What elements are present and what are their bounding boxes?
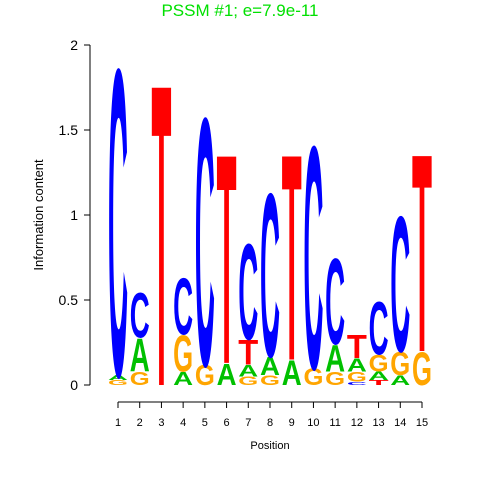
x-tick-label: 4 (180, 417, 186, 429)
letter: G (238, 374, 258, 387)
y-tick-label: 0.5 (59, 292, 79, 308)
letter: G (130, 369, 150, 390)
letter: T (151, 0, 171, 477)
letter: A (260, 351, 280, 380)
letter: C (195, 45, 215, 441)
x-tick-label: 3 (158, 417, 164, 429)
x-tick-label: 9 (289, 417, 295, 429)
x-tick-label: 12 (351, 417, 363, 429)
letter: G (173, 326, 193, 383)
x-tick-label: 6 (224, 417, 230, 429)
letter: A (217, 358, 237, 392)
letter: C (390, 178, 410, 393)
x-tick-label: 5 (202, 417, 208, 429)
letter: C (130, 280, 150, 352)
y-tick-label: 0 (70, 377, 78, 393)
letter: T (412, 95, 432, 411)
letter: C (173, 261, 193, 351)
letter: T (282, 94, 302, 423)
x-tick-label: 2 (137, 417, 143, 429)
y-axis-label: Information content (31, 159, 46, 271)
x-tick-label: 8 (267, 417, 273, 429)
letter: A (108, 373, 128, 381)
letter: G (390, 345, 410, 383)
letter: G (108, 379, 128, 387)
letter: A (238, 362, 258, 380)
letter: G (369, 350, 389, 377)
letter: A (369, 369, 389, 382)
letter: C (108, 0, 128, 468)
letter: C (325, 233, 345, 370)
x-tick-label: 13 (372, 417, 384, 429)
letter: G (195, 360, 215, 392)
letter: T (238, 332, 258, 372)
y-tick-label: 2 (70, 37, 78, 53)
y-tick-label: 1 (70, 207, 78, 223)
x-axis-label: Position (250, 440, 289, 452)
x-tick-label: 14 (394, 417, 406, 429)
letter: T (217, 93, 237, 428)
x-tick-label: 1 (115, 417, 121, 429)
chart-title: PSSM #1; e=7.9e-11 (161, 1, 318, 20)
letter: A (325, 338, 345, 380)
letter: T (369, 379, 390, 387)
x-tick-label: 7 (245, 417, 251, 429)
x-tick-label: 11 (329, 417, 340, 429)
letter: C (347, 381, 367, 386)
letter: C (260, 146, 280, 407)
letter: A (347, 355, 367, 376)
letter: A (173, 369, 193, 390)
letter: A (390, 373, 410, 389)
letter: C (303, 79, 323, 435)
x-tick-label: 15 (416, 417, 428, 429)
letter: T (347, 328, 368, 366)
letter: G (303, 363, 323, 390)
letter: G (260, 373, 280, 389)
letter: C (238, 216, 258, 369)
letter: C (369, 287, 389, 371)
letter: G (347, 370, 367, 386)
letter: G (325, 369, 345, 390)
y-tick-label: 1.5 (59, 122, 79, 138)
x-tick-label: 10 (307, 417, 319, 429)
letter: A (130, 330, 150, 382)
letter: A (282, 353, 302, 393)
letter: G (412, 343, 432, 395)
